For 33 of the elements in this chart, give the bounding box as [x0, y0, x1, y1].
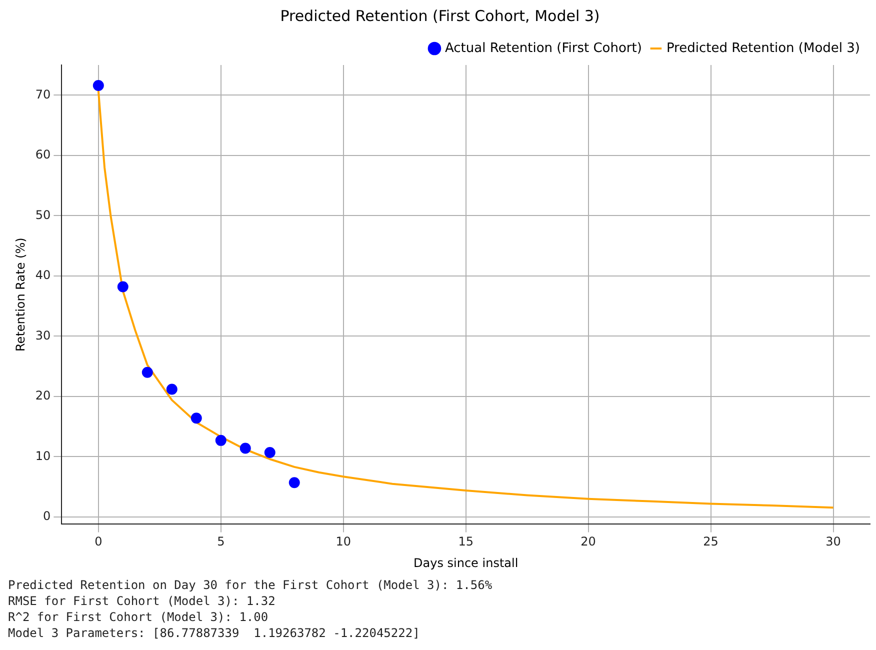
- point: [240, 442, 251, 454]
- y-tick-label: 10: [35, 448, 51, 463]
- x-tick-label: 10: [336, 534, 351, 549]
- point: [288, 477, 300, 488]
- legend-label: Predicted Retention (Model 3): [666, 40, 860, 56]
- point: [264, 446, 276, 458]
- y-tick-label: 20: [35, 388, 51, 403]
- y-tick-label: 70: [35, 87, 51, 102]
- text: R^2 for First Cohort (Model 3): 1.00: [8, 609, 270, 625]
- x-tick-label: 25: [703, 534, 718, 549]
- x-axis-title: Days since install: [414, 556, 518, 570]
- point: [166, 384, 178, 395]
- y-tick-label: 60: [35, 148, 51, 162]
- point: [142, 366, 153, 378]
- text: Predicted Retention on Day 30 for the First Cohort (Model 3): 1.56%: [8, 577, 494, 593]
- legend-label: Actual Retention (First Cohort): [444, 40, 642, 56]
- x-tick-label: 5: [217, 534, 225, 549]
- x-tick-label: 20: [580, 534, 596, 549]
- text: RMSE for First Cohort (Model 3): 1.32: [8, 593, 276, 609]
- y-axis-title: Retention Rate (%): [13, 238, 28, 352]
- point: [92, 80, 104, 91]
- y-tick-label: 30: [35, 328, 51, 342]
- x-tick-label: 30: [826, 534, 841, 549]
- x-tick-label: 15: [458, 534, 474, 549]
- y-tick-label: 0: [43, 509, 51, 524]
- x-tick-label: 0: [94, 534, 102, 549]
- y-tick-label: 50: [35, 208, 51, 222]
- point: [117, 281, 128, 292]
- point: [190, 412, 202, 424]
- point: [215, 434, 226, 446]
- chart-title: Predicted Retention (First Cohort, Model 3): [280, 6, 600, 25]
- y-tick-label: 40: [35, 268, 51, 282]
- text: Model 3 Parameters: [86.77887339 1.19263782 -1.22045222]: [8, 625, 421, 641]
